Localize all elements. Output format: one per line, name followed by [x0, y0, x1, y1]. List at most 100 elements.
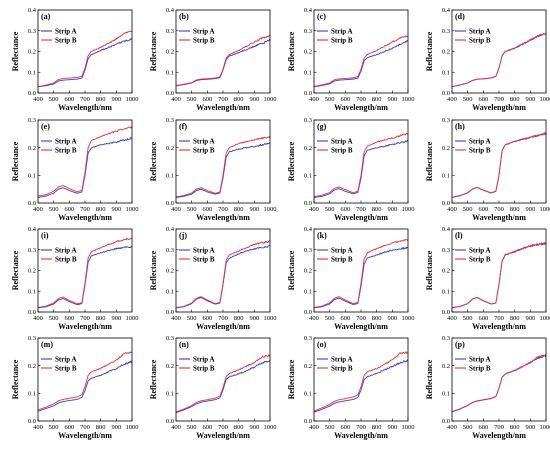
y-tick-label: 0.1 [442, 69, 450, 76]
x-tick-label: 700 [80, 96, 90, 103]
x-tick-label: 900 [525, 424, 535, 431]
x-axis-title: Wavelength/nm [58, 431, 112, 440]
series-line-strip-a [37, 38, 133, 88]
x-tick-label: 600 [340, 96, 350, 103]
y-tick-label: 0.0 [28, 418, 36, 425]
x-tick-label: 400 [171, 424, 181, 431]
y-tick-label: 0.4 [166, 226, 175, 233]
y-tick-label: 0.3 [28, 28, 36, 35]
series-line-strip-b [175, 354, 271, 413]
y-tick-label: 0.0 [304, 200, 312, 207]
y-tick-label: 0.1 [166, 173, 174, 180]
series-line-strip-b [451, 33, 547, 88]
x-tick-label: 600 [478, 96, 488, 103]
x-tick-label: 900 [249, 424, 259, 431]
x-tick-label: 800 [372, 206, 382, 213]
series-line-strip-a [175, 38, 271, 87]
x-axis-title: Wavelength/nm [334, 322, 388, 331]
y-tick-label: 0.1 [442, 391, 450, 398]
y-axis-title: Reflectance [11, 31, 20, 71]
y-tick-label: 0.1 [28, 288, 36, 295]
x-tick-label: 600 [340, 206, 350, 213]
x-tick-label: 400 [309, 206, 319, 213]
series-line-strip-b [313, 351, 409, 412]
x-tick-label: 1000 [264, 206, 277, 213]
x-tick-label: 1000 [264, 424, 277, 431]
x-tick-label: 500 [463, 96, 473, 103]
series-line-strip-a [451, 132, 547, 198]
x-tick-label: 600 [478, 424, 488, 431]
y-tick-label: 0.2 [304, 49, 312, 56]
x-tick-label: 600 [64, 424, 74, 431]
x-tick-label: 700 [218, 96, 228, 103]
plot-frame [175, 9, 271, 94]
x-tick-label: 500 [49, 206, 59, 213]
plot-frame [313, 119, 409, 204]
panel-label: (l) [455, 231, 463, 240]
x-axis-title: Wavelength/nm [196, 322, 250, 331]
y-tick-label: 0.2 [304, 363, 312, 370]
series-line-strip-b [313, 35, 409, 87]
y-tick-label: 0.3 [304, 335, 312, 342]
y-tick-label: 0.3 [304, 117, 312, 124]
y-tick-label: 0.4 [304, 226, 313, 233]
x-tick-label: 600 [340, 315, 350, 322]
x-tick-label: 800 [234, 206, 244, 213]
legend-label-strip-b: Strip B [469, 146, 491, 154]
x-tick-label: 800 [96, 315, 106, 322]
series-line-strip-b [37, 30, 133, 88]
x-axis-title: Wavelength/nm [58, 103, 112, 112]
panel-p: 400 500 600 700 800 900 1000 0.0 0.1 0.2 0.3 Wavele… [425, 335, 550, 440]
series-line-strip-b [175, 135, 271, 198]
y-tick-label: 0.2 [442, 363, 450, 370]
x-axis-title: Wavelength/nm [334, 213, 388, 222]
y-tick-label: 0.2 [442, 145, 450, 152]
legend-label-strip-b: Strip B [55, 36, 77, 44]
x-tick-label: 1000 [540, 315, 550, 322]
y-tick-label: 0.3 [304, 28, 312, 35]
legend-label-strip-b: Strip B [193, 36, 215, 44]
y-tick-label: 0.4 [442, 7, 451, 14]
y-tick-label: 0.0 [442, 418, 450, 425]
y-tick-label: 0.4 [28, 7, 37, 14]
x-tick-label: 600 [64, 315, 74, 322]
y-tick-label: 0.3 [166, 335, 174, 342]
y-tick-label: 0.1 [28, 173, 36, 180]
plot-frame [313, 228, 409, 313]
x-tick-label: 900 [387, 206, 397, 213]
legend-label-strip-a: Strip A [469, 137, 491, 145]
x-axis-title: Wavelength/nm [58, 213, 112, 222]
plot-frame [175, 119, 271, 204]
x-tick-label: 1000 [126, 315, 139, 322]
legend-label-strip-a: Strip A [55, 246, 77, 254]
x-axis-title: Wavelength/nm [472, 213, 526, 222]
x-tick-label: 700 [218, 315, 228, 322]
y-tick-label: 0.3 [28, 117, 36, 124]
plot-frame [313, 9, 409, 94]
series-line-strip-a [175, 142, 271, 198]
panel-a: 400 500 600 700 800 900 1000 0.0 0.1 0.2 0.3 0.4 Wav… [11, 7, 139, 112]
x-tick-label: 900 [387, 315, 397, 322]
legend-label-strip-a: Strip A [469, 355, 491, 363]
x-axis-title: Wavelength/nm [334, 103, 388, 112]
x-tick-label: 400 [447, 315, 457, 322]
legend-label-strip-a: Strip A [193, 246, 215, 254]
y-tick-label: 0.2 [28, 49, 36, 56]
y-tick-label: 0.3 [304, 247, 312, 254]
y-tick-label: 0.2 [166, 145, 174, 152]
x-tick-label: 600 [202, 206, 212, 213]
series-line-strip-b [37, 237, 133, 308]
legend-label-strip-b: Strip B [469, 255, 491, 263]
legend-label-strip-a: Strip A [331, 355, 353, 363]
y-tick-label: 0.0 [442, 309, 450, 316]
legend-label-strip-a: Strip A [331, 137, 353, 145]
x-tick-label: 400 [309, 315, 319, 322]
x-axis-title: Wavelength/nm [196, 213, 250, 222]
y-tick-label: 0.1 [442, 288, 450, 295]
x-tick-label: 900 [249, 315, 259, 322]
panel-label: (k) [317, 231, 327, 240]
y-tick-label: 0.1 [28, 391, 36, 398]
y-tick-label: 0.0 [166, 418, 174, 425]
x-tick-label: 500 [325, 206, 335, 213]
y-tick-label: 0.2 [304, 145, 312, 152]
